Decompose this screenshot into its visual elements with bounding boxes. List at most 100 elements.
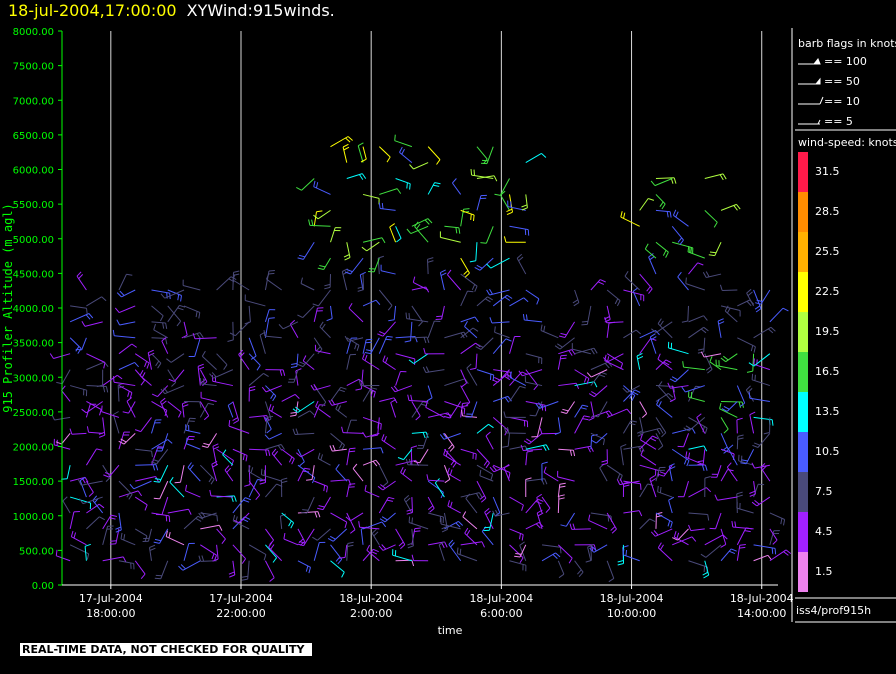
wind-barb	[118, 560, 135, 570]
wind-barb	[244, 294, 266, 307]
wind-barb	[297, 353, 315, 368]
wind-barb	[769, 528, 778, 545]
wind-barb	[238, 349, 250, 370]
wind-barb	[443, 465, 451, 484]
wind-barb	[590, 371, 607, 386]
wind-barb	[330, 560, 345, 578]
wind-barb	[69, 496, 92, 510]
wind-barb	[86, 516, 105, 530]
wind-barb	[769, 512, 786, 526]
speed-colorbar	[798, 152, 808, 592]
wind-barb	[470, 353, 478, 370]
wind-barb	[281, 448, 295, 465]
wind-barb	[265, 369, 286, 376]
wind-barb	[719, 402, 738, 418]
wind-barb	[650, 178, 673, 187]
wind-barb	[389, 223, 397, 243]
wind-barb	[85, 448, 103, 466]
wind-barb	[416, 433, 429, 449]
wind-barb	[199, 402, 215, 418]
wind-barb	[134, 353, 150, 369]
barb-legend-label: == 50	[824, 75, 860, 88]
wind-barb	[224, 465, 234, 482]
wind-barb	[557, 354, 567, 370]
speed-legend-label: 1.5	[815, 565, 833, 578]
wind-barb	[263, 330, 282, 339]
wind-barb	[366, 544, 380, 562]
wind-barb	[720, 433, 729, 454]
wind-barb	[411, 305, 424, 327]
wind-barb	[69, 511, 80, 530]
wind-barb	[198, 511, 217, 519]
wind-barb	[160, 289, 185, 299]
wind-barb	[460, 290, 474, 307]
wind-barb	[554, 417, 561, 435]
wind-barb	[313, 404, 326, 418]
wind-barb	[116, 319, 136, 326]
wind-barb	[460, 385, 471, 407]
wind-barb	[69, 337, 82, 354]
wind-barb	[574, 347, 598, 355]
wind-barb	[558, 448, 576, 457]
wind-barb	[232, 497, 252, 514]
wind-barb	[330, 544, 343, 565]
wind-barb	[357, 142, 364, 163]
wind-barb	[212, 443, 220, 466]
wind-barb	[588, 514, 608, 530]
wind-barb	[640, 449, 657, 466]
wind-barb	[456, 547, 478, 562]
wind-barb	[151, 321, 168, 329]
speed-swatch	[798, 472, 808, 512]
wind-barb	[395, 178, 411, 190]
wind-barb	[344, 257, 364, 275]
wind-barb	[704, 173, 727, 181]
wind-barb	[507, 200, 526, 211]
wind-barb	[346, 337, 360, 351]
wind-barb	[668, 496, 675, 514]
wind-barb	[182, 279, 201, 291]
wind-barb	[520, 444, 543, 451]
wind-barb	[151, 289, 171, 300]
wind-barb	[586, 369, 608, 378]
wind-barb	[655, 194, 666, 210]
speed-swatch	[798, 312, 808, 352]
barb-sample-half	[798, 119, 821, 125]
wind-barb	[657, 318, 673, 339]
wind-barb	[439, 269, 447, 291]
wind-barb	[709, 356, 722, 371]
wind-barb	[151, 337, 168, 345]
wind-barb	[362, 459, 380, 467]
wind-barb	[423, 347, 445, 355]
y-tick-label: 7000.00	[13, 96, 54, 107]
speed-swatch	[798, 272, 808, 312]
wind-barb	[346, 447, 356, 466]
wind-barb	[167, 305, 182, 327]
wind-barb	[592, 401, 608, 418]
wind-barb	[248, 353, 261, 371]
wind-barb	[509, 560, 527, 572]
wind-barb	[153, 528, 169, 544]
wind-barb	[395, 226, 402, 243]
wind-barb	[657, 542, 673, 562]
wind-barb	[102, 374, 123, 386]
y-tick-label: 3000.00	[13, 373, 54, 384]
wind-barb	[639, 198, 655, 211]
wind-barb	[281, 393, 300, 402]
wind-barb	[330, 227, 342, 243]
wind-barb	[509, 528, 524, 541]
wind-barb	[411, 218, 433, 227]
wind-barb	[585, 544, 592, 563]
wind-barb	[715, 359, 738, 371]
wind-barb	[306, 465, 315, 481]
wind-barb	[362, 548, 379, 562]
wind-barb	[521, 194, 528, 211]
wind-barb	[212, 544, 219, 562]
wind-barb	[720, 417, 729, 434]
wind-barb	[727, 444, 738, 466]
wind-barb	[623, 329, 642, 339]
wind-barb	[476, 194, 487, 211]
wind-barb	[720, 353, 738, 363]
wind-barb	[658, 381, 673, 402]
wind-barb	[726, 462, 738, 482]
wind-barb	[79, 476, 87, 498]
